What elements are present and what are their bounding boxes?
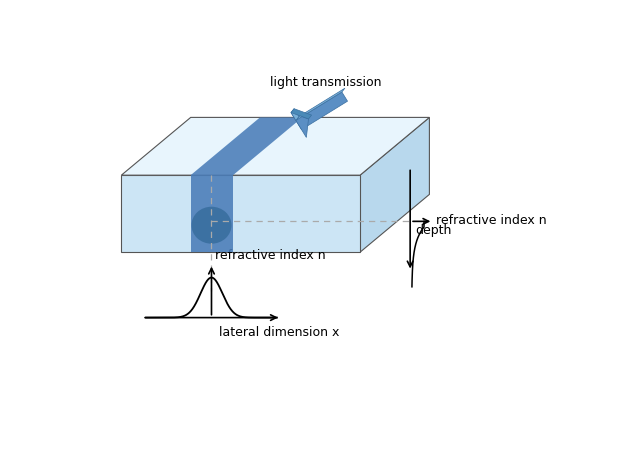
- Text: depth: depth: [415, 225, 451, 238]
- Polygon shape: [291, 109, 312, 119]
- Polygon shape: [296, 88, 345, 120]
- Polygon shape: [291, 113, 309, 138]
- Polygon shape: [191, 117, 303, 175]
- Text: refractive index n: refractive index n: [436, 214, 546, 227]
- Polygon shape: [296, 92, 348, 130]
- Polygon shape: [291, 109, 299, 120]
- Polygon shape: [122, 117, 430, 175]
- Text: light transmission: light transmission: [270, 76, 381, 89]
- Text: lateral dimension x: lateral dimension x: [219, 326, 340, 339]
- Polygon shape: [191, 175, 233, 252]
- Polygon shape: [360, 117, 430, 252]
- Polygon shape: [122, 175, 360, 252]
- Text: refractive index n: refractive index n: [215, 249, 326, 262]
- Ellipse shape: [192, 207, 231, 244]
